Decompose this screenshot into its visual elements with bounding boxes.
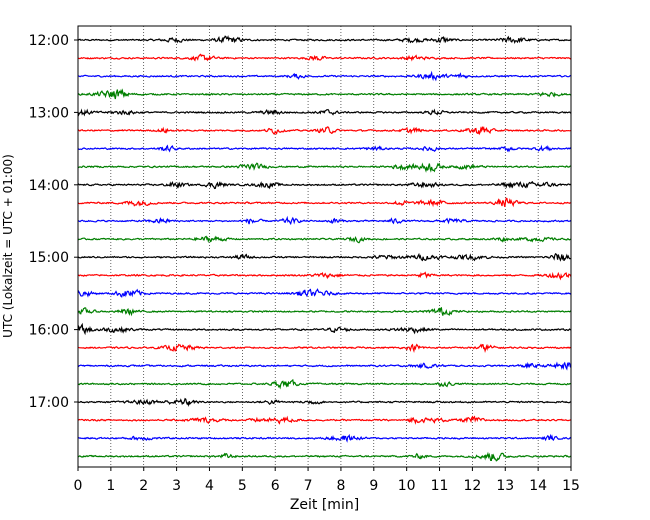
x-tick-label: 14 xyxy=(529,478,547,494)
trace-1400 xyxy=(77,180,572,190)
y-tick-label: 17:00 xyxy=(29,395,69,411)
x-tick-label: 10 xyxy=(398,478,416,494)
y-tick-label: 14:00 xyxy=(29,178,69,194)
trace-1430 xyxy=(77,215,572,226)
trace-1200 xyxy=(77,35,572,45)
trace-1415 xyxy=(77,197,572,208)
trace-1300 xyxy=(77,108,572,117)
x-axis: 0 1 2 3 4 5 6 7 8 9 10 11 12 13 14 15 xyxy=(74,467,580,494)
x-tick-label: 1 xyxy=(106,478,115,494)
y-tick-label: 13:00 xyxy=(29,105,69,121)
trace-1745 xyxy=(78,451,572,462)
x-tick-label: 8 xyxy=(336,478,345,494)
traces xyxy=(77,35,572,462)
x-tick-label: 5 xyxy=(238,478,247,494)
y-axis: 12:00 13:00 14:00 15:00 16:00 17:00 xyxy=(29,33,78,411)
x-tick-label: 13 xyxy=(496,478,514,494)
trace-1230 xyxy=(77,70,572,82)
trace-1445 xyxy=(77,235,572,244)
grid xyxy=(110,26,539,467)
trace-1215 xyxy=(77,53,572,62)
trace-1500 xyxy=(77,252,572,262)
x-axis-label: Zeit [min] xyxy=(290,497,359,513)
trace-1545 xyxy=(77,306,572,317)
trace-1615 xyxy=(77,343,572,354)
trace-1700 xyxy=(77,397,572,408)
y-tick-label: 15:00 xyxy=(29,250,69,266)
plot-frame xyxy=(77,25,572,468)
x-tick-label: 3 xyxy=(172,478,181,494)
x-tick-label: 9 xyxy=(369,478,378,494)
trace-1515 xyxy=(77,271,572,281)
trace-1600 xyxy=(77,322,572,336)
x-tick-label: 6 xyxy=(271,478,280,494)
x-tick-label: 15 xyxy=(562,478,580,494)
y-axis-label: UTC (Lokalzeit = UTC + 01:00) xyxy=(1,154,15,338)
trace-1315 xyxy=(77,125,572,136)
x-tick-label: 0 xyxy=(74,478,83,494)
y-tick-label: 12:00 xyxy=(29,33,69,49)
trace-1530 xyxy=(77,288,572,298)
trace-1345 xyxy=(77,162,572,173)
trace-1645 xyxy=(77,378,572,390)
x-tick-label: 12 xyxy=(463,478,481,494)
y-tick-label: 16:00 xyxy=(29,323,69,339)
x-tick-label: 4 xyxy=(205,478,214,494)
trace-1730 xyxy=(77,433,572,443)
x-tick-label: 11 xyxy=(431,478,449,494)
trace-1245 xyxy=(77,88,572,100)
x-tick-label: 7 xyxy=(304,478,313,494)
trace-1330 xyxy=(77,144,572,153)
trace-1630 xyxy=(77,361,572,371)
x-tick-label: 2 xyxy=(139,478,148,494)
trace-1715 xyxy=(77,415,572,425)
